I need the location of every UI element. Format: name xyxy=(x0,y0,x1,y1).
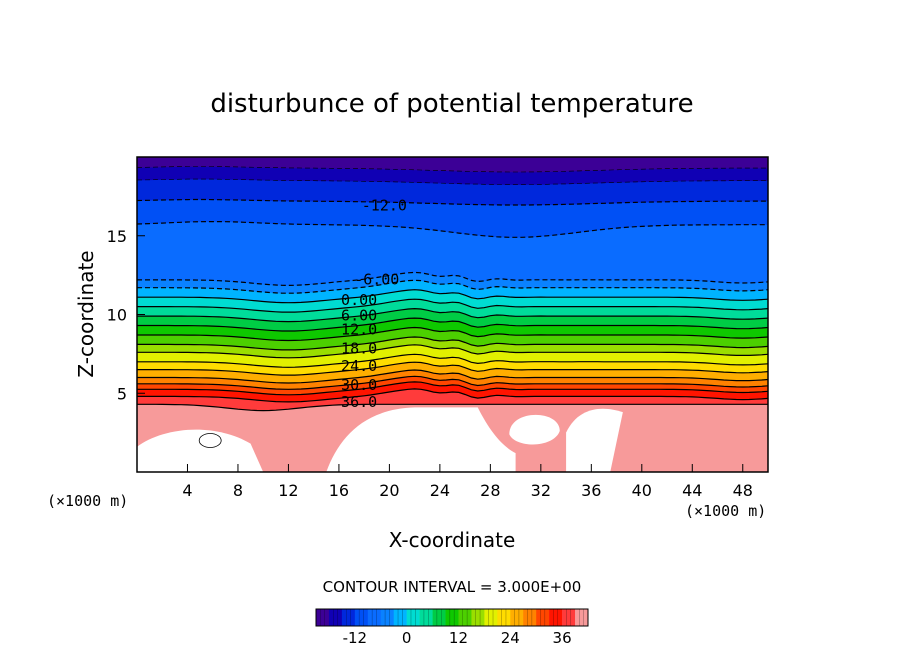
contour-line xyxy=(137,361,768,376)
contour-label: 0.00 xyxy=(341,291,377,309)
colorbar-swatch xyxy=(380,609,395,626)
x-tick-label: 32 xyxy=(531,481,551,500)
contour-interval-label: CONTOUR INTERVAL = 3.000E+00 xyxy=(323,578,582,596)
y-tick-label: 15 xyxy=(107,227,127,246)
colorbar-swatch xyxy=(458,609,472,626)
colorbar-swatch xyxy=(341,609,356,626)
colorbar-tick-label: 24 xyxy=(501,629,520,647)
contour-lines xyxy=(137,166,768,448)
colorbar-tick-labels: -12 0 12 24 36 xyxy=(343,629,572,647)
masked-region xyxy=(137,429,264,472)
contour-label: 18.0 xyxy=(341,340,377,358)
x-tick-label: 12 xyxy=(278,481,298,500)
colorbar-swatch xyxy=(510,609,524,626)
contour-line xyxy=(137,353,768,368)
chart-title: disturbunce of potential temperature xyxy=(210,89,693,119)
x-tick-label: 48 xyxy=(733,481,753,500)
colorbar-frame xyxy=(315,608,589,627)
contour-label: -12.0 xyxy=(362,196,407,214)
colorbar-tick-label: 0 xyxy=(402,629,412,647)
x-tick-label: 40 xyxy=(632,481,652,500)
x-tick-label: 4 xyxy=(182,481,192,500)
color-layers xyxy=(137,157,768,472)
x-tick-label: 28 xyxy=(480,481,500,500)
contour-line xyxy=(137,381,768,396)
contour-line xyxy=(137,279,768,294)
contour-label: 6.00 xyxy=(341,307,377,325)
x-unit-left: (×1000 m) xyxy=(47,492,128,510)
colorbar-swatch xyxy=(562,609,576,626)
contour-line xyxy=(137,298,768,313)
x-tick-label: 44 xyxy=(682,481,702,500)
colorbar-swatch xyxy=(432,609,446,626)
contour-line xyxy=(137,326,768,342)
x-tick-label: 36 xyxy=(581,481,601,500)
contour-line xyxy=(137,221,768,238)
x-tick-label: 20 xyxy=(379,481,399,500)
closed-contour xyxy=(198,433,222,448)
contour-line xyxy=(137,271,768,287)
colorbar-swatch xyxy=(471,609,485,626)
y-axis-ticks: 5 10 15 xyxy=(107,227,145,403)
colorbar-swatch xyxy=(406,609,420,626)
contour-line xyxy=(137,403,768,412)
colorbar-swatch xyxy=(316,609,330,626)
contour-label: 12.0 xyxy=(341,321,377,339)
y-tick-label: 10 xyxy=(107,306,127,325)
y-axis-label: Z-coordinate xyxy=(74,250,98,377)
colorbar-tick-label: 12 xyxy=(449,629,468,647)
x-axis-label: X-coordinate xyxy=(389,528,516,552)
colorbar-swatch xyxy=(419,609,433,626)
contour-line xyxy=(137,166,768,173)
x-axis-ticks: 4 8 12 16 20 24 28 32 36 40 44 48 xyxy=(182,464,753,500)
y-tick-label: 5 xyxy=(117,384,127,403)
colorbar-swatch xyxy=(445,609,459,626)
contour-line xyxy=(137,388,768,403)
contour-line xyxy=(137,289,768,304)
colorbar-swatch xyxy=(497,609,511,626)
contour-line xyxy=(137,178,768,185)
x-tick-label: 8 xyxy=(233,481,243,500)
colorbar-swatch xyxy=(549,609,563,626)
colorbar-swatch xyxy=(367,609,382,626)
colorbar xyxy=(315,608,589,627)
masked-region xyxy=(326,407,516,472)
colorbar-swatch xyxy=(523,609,537,626)
x-unit-right: (×1000 m) xyxy=(685,502,766,520)
x-tick-label: 24 xyxy=(430,481,450,500)
colorbar-swatch xyxy=(393,609,407,626)
colorbar-swatch xyxy=(484,609,498,626)
colorbar-swatch xyxy=(328,609,343,626)
masked-region xyxy=(566,408,623,472)
colorbar-swatch xyxy=(536,609,550,626)
masked-region xyxy=(509,414,560,445)
contour-line xyxy=(137,317,768,332)
colorbar-tick-label: 36 xyxy=(553,629,572,647)
colorbar-swatch xyxy=(354,609,369,626)
contour-line xyxy=(137,336,768,351)
contour-label: 36.0 xyxy=(341,393,377,411)
contour-line xyxy=(137,198,768,206)
x-tick-label: 16 xyxy=(329,481,349,500)
contour-line xyxy=(137,307,768,323)
contour-line xyxy=(137,369,768,384)
colorbar-tick-label: -12 xyxy=(343,629,368,647)
contour-label: 30.0 xyxy=(341,376,377,394)
contour-line xyxy=(137,375,768,390)
contour-label: -6.00 xyxy=(354,270,399,288)
contour-line xyxy=(137,344,768,359)
contour-label: 24.0 xyxy=(341,357,377,375)
colorbar-swatch xyxy=(575,609,589,626)
